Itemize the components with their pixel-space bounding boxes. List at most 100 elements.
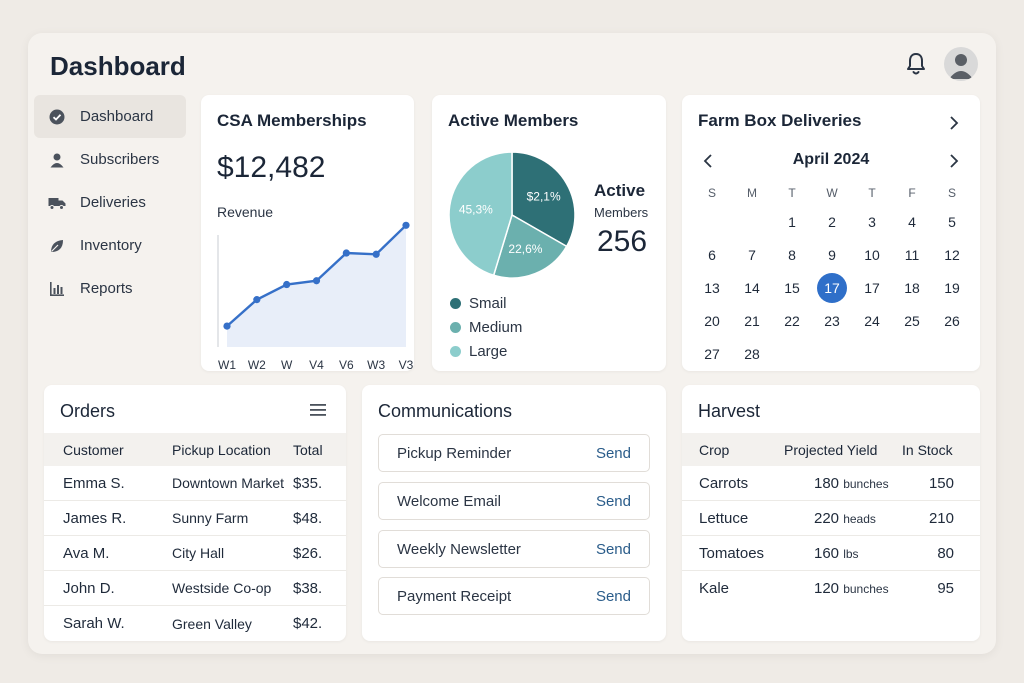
csa-memberships-card: CSA Memberships $12,482 Revenue W1 W2 W V4 V… <box>201 95 414 371</box>
card-title: Active Members <box>448 111 579 130</box>
column-header: Total <box>293 441 323 458</box>
calendar-day[interactable]: 14 <box>744 279 760 296</box>
next-month-icon[interactable] <box>948 153 960 169</box>
calendar-empty <box>852 337 892 370</box>
table-cell: $42. <box>293 615 323 632</box>
communications-card: Communications Pickup Reminder Send Welc… <box>362 385 666 641</box>
week-row: 27 28 <box>692 337 972 370</box>
calendar-empty <box>932 337 972 370</box>
table-row[interactable]: Carrots 180 bunches 150 <box>682 466 980 501</box>
menu-icon[interactable] <box>310 403 326 417</box>
table-cell: Downtown Market <box>172 475 285 491</box>
column-header: Pickup Location <box>172 441 271 458</box>
orders-table: Customer Pickup Location Total Emma S. Do… <box>44 433 346 641</box>
table-cell: $35. <box>293 474 323 492</box>
calendar-empty <box>772 337 812 370</box>
x-tick-label: W <box>281 358 293 371</box>
calendar-day[interactable]: 24 <box>864 312 880 329</box>
comm-item-payment-receipt[interactable]: Payment Receipt Send <box>378 577 650 615</box>
calendar-day[interactable]: 6 <box>708 246 716 263</box>
calendar-day[interactable]: 19 <box>944 279 960 296</box>
table-row[interactable]: John D. Westside Co-op $38. <box>44 571 346 606</box>
table-row[interactable]: Ava M. City Hall $26. <box>44 536 346 571</box>
calendar-day[interactable]: 5 <box>948 213 956 230</box>
sidebar-item-dashboard[interactable]: Dashboard <box>34 95 186 138</box>
comm-item-pickup-reminder[interactable]: Pickup Reminder Send <box>378 434 650 472</box>
data-point <box>253 296 261 304</box>
calendar-empty <box>892 337 932 370</box>
table-cell: City Hall <box>172 545 225 561</box>
calendar-day[interactable]: 21 <box>744 312 760 329</box>
sidebar-item-deliveries[interactable]: Deliveries <box>34 181 186 224</box>
table-row[interactable]: Emma S. Downtown Market $35. <box>44 466 346 501</box>
calendar-day[interactable]: 20 <box>704 312 720 329</box>
yield-cell: 180 bunches <box>814 475 924 492</box>
calendar-day[interactable]: 18 <box>904 279 920 296</box>
avatar[interactable] <box>944 47 978 81</box>
calendar-day[interactable]: 23 <box>824 312 840 329</box>
sidebar-item-label: Reports <box>80 280 133 297</box>
calendar-day[interactable]: 17 <box>864 279 880 296</box>
calendar-day[interactable]: 27 <box>704 345 720 362</box>
table-row[interactable]: James R. Sunny Farm $48. <box>44 501 346 536</box>
calendar-day[interactable]: 13 <box>704 279 720 296</box>
table-cell: Westside Co-op <box>172 580 272 596</box>
send-button[interactable]: Send <box>595 492 631 510</box>
yield-value: 120 <box>814 580 844 597</box>
calendar-day[interactable]: 17 <box>812 271 852 304</box>
calendar-day[interactable]: 15 <box>784 279 800 296</box>
calendar-day[interactable]: 28 <box>744 345 760 362</box>
x-tick-label: W1 <box>218 358 236 371</box>
stock-cell: 95 <box>937 580 954 597</box>
calendar-day[interactable]: 1 <box>788 213 796 230</box>
send-button[interactable]: Send <box>595 540 631 558</box>
pie-slice <box>511 151 576 248</box>
calendar-day[interactable]: 10 <box>864 246 880 263</box>
calendar-day[interactable]: 26 <box>944 312 960 329</box>
comm-item-welcome-email[interactable]: Welcome Email Send <box>378 482 650 520</box>
calendar-day[interactable]: 9 <box>828 246 836 263</box>
sidebar-item-subscribers[interactable]: Subscribers <box>34 138 186 181</box>
send-button[interactable]: Send <box>595 587 631 605</box>
table-row[interactable]: Kale 120 bunches 95 <box>682 571 980 606</box>
column-header: Projected Yield <box>784 441 878 458</box>
calendar-day[interactable]: 12 <box>944 246 960 263</box>
comm-label: Weekly Newsletter <box>397 540 521 558</box>
x-tick-label: V3 <box>399 358 414 371</box>
table-cell: Sunny Farm <box>172 510 249 526</box>
calendar-day[interactable]: 4 <box>908 213 916 230</box>
table-cell: Emma S. <box>63 474 125 492</box>
data-point <box>223 322 231 330</box>
bell-icon[interactable] <box>904 51 928 77</box>
sidebar-item-inventory[interactable]: Inventory <box>34 224 186 267</box>
weekday-label: T <box>788 186 796 200</box>
column-header: Crop <box>699 441 730 458</box>
comm-item-weekly-newsletter[interactable]: Weekly Newsletter Send <box>378 530 650 568</box>
legend-dot <box>450 321 461 333</box>
data-point <box>283 280 291 289</box>
calendar-day[interactable]: 11 <box>904 246 920 263</box>
table-row[interactable]: Sarah W. Green Valley $42. <box>44 606 346 641</box>
comm-label: Welcome Email <box>397 492 501 510</box>
calendar-day[interactable]: 8 <box>788 246 796 263</box>
send-button[interactable]: Send <box>595 444 631 462</box>
prev-month-icon[interactable] <box>702 153 714 169</box>
members-pie-chart: $2,1% 22,6% 45,3% <box>448 151 576 279</box>
table-row[interactable]: Tomatoes 160 lbs 80 <box>682 536 980 571</box>
yield-cell: 120 bunches <box>814 580 924 597</box>
table-body: Emma S. Downtown Market $35. James R. Sunny … <box>44 466 346 641</box>
sidebar-item-reports[interactable]: Reports <box>34 267 186 310</box>
calendar-day[interactable]: 7 <box>748 246 756 263</box>
calendar-day[interactable]: 25 <box>904 312 920 329</box>
weekday-label: T <box>868 186 876 200</box>
chevron-right-icon[interactable] <box>948 115 960 131</box>
legend-item: Smail <box>450 291 522 315</box>
calendar-day[interactable]: 22 <box>784 312 800 329</box>
selected-day[interactable]: 17 <box>817 272 847 303</box>
table-row[interactable]: Lettuce 220 heads 210 <box>682 501 980 536</box>
legend-item: Large <box>450 339 522 363</box>
legend-item: Medium <box>450 315 522 339</box>
calendar-day[interactable]: 2 <box>828 213 836 230</box>
column-header: In Stock <box>902 441 953 458</box>
calendar-day[interactable]: 3 <box>868 213 876 230</box>
